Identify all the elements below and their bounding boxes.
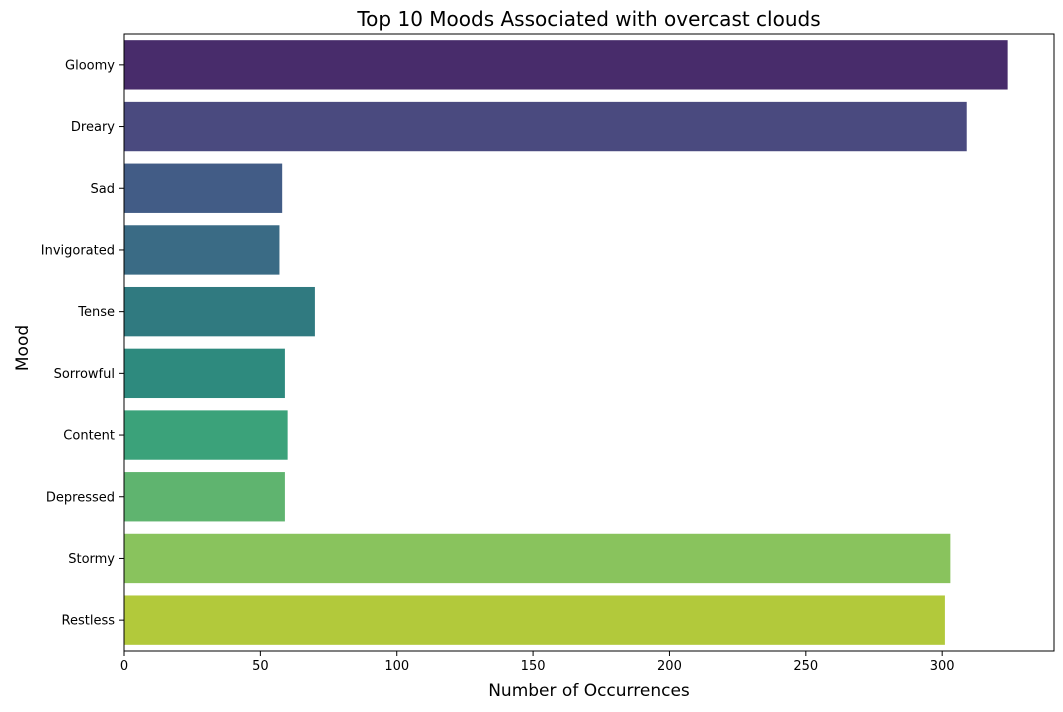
x-tick-label: 200: [657, 659, 682, 674]
y-tick-label: Dreary: [71, 120, 115, 135]
y-tick-label: Sorrowful: [54, 367, 115, 382]
y-tick-label: Content: [63, 429, 115, 444]
y-tick-label: Restless: [62, 614, 116, 629]
y-tick-label: Sad: [91, 182, 115, 197]
x-tick-label: 150: [521, 659, 546, 674]
plot-frame: [123, 33, 1055, 652]
x-axis-label: Number of Occurrences: [488, 681, 690, 701]
chart-title: Top 10 Moods Associated with overcast cl…: [356, 7, 820, 31]
y-tick-label: Tense: [77, 305, 115, 320]
x-tick-label: 250: [793, 659, 818, 674]
bar-content: [124, 410, 288, 460]
y-axis-label: Mood: [13, 325, 33, 371]
x-tick-label: 100: [384, 659, 409, 674]
bar-dreary: [124, 101, 967, 152]
y-tick-label: Stormy: [68, 552, 115, 567]
y-tick-label: Depressed: [46, 490, 115, 505]
x-tick-label: 0: [120, 659, 128, 674]
bar-sorrowful: [124, 348, 285, 399]
bar-sad: [124, 163, 283, 213]
x-tick-label: 50: [252, 659, 269, 674]
x-tick-label: 300: [930, 659, 955, 674]
y-tick-label: Invigorated: [41, 243, 115, 258]
bar-depressed: [124, 472, 285, 522]
y-tick-label: Gloomy: [65, 58, 115, 73]
ticks-group: Gloomy Dreary Sad Invigorated Tense Sorrowful…: [41, 58, 955, 674]
bar-tense: [124, 286, 315, 337]
bar-gloomy: [124, 40, 1008, 90]
bar-restless: [124, 595, 945, 645]
bar-invigorated: [124, 225, 280, 275]
bar-stormy: [124, 533, 951, 584]
bars-group: [124, 40, 1008, 645]
